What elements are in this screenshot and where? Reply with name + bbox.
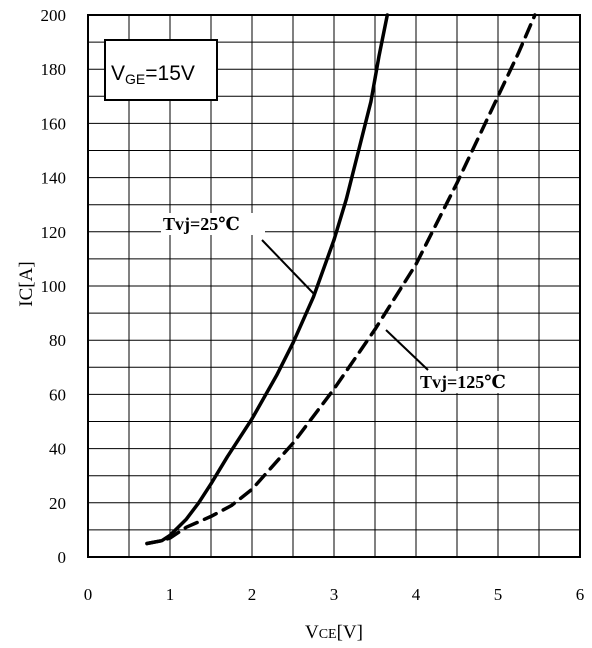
y-tick-label: 200 (41, 6, 67, 25)
series-line-tvj25 (145, 13, 390, 546)
y-tick-label: 160 (41, 114, 67, 133)
annotation-bg (418, 371, 532, 393)
y-tick-label: 60 (49, 385, 66, 404)
y-axis-label: IC[A] (16, 261, 37, 306)
x-tick-label: 5 (494, 585, 503, 604)
annotation-tvj125: Tvj=125℃ (420, 372, 506, 392)
x-tick-label: 4 (412, 585, 421, 604)
legend-frame (104, 39, 218, 101)
y-tick-label: 120 (41, 223, 67, 242)
grid-lines (88, 15, 580, 557)
y-tick-label: 140 (41, 169, 67, 188)
x-tick-label: 2 (248, 585, 257, 604)
y-tick-label: 0 (58, 548, 67, 567)
x-tick-label: 1 (166, 585, 175, 604)
x-tick-label: 6 (576, 585, 585, 604)
leader-line-tvj25 (261, 239, 316, 296)
leader-line-tvj125 (385, 329, 429, 371)
legend-label: VGE=15V (111, 62, 195, 87)
x-tick-label: 0 (84, 585, 93, 604)
y-tick-label: 20 (49, 494, 66, 513)
annotation-labels: Tvj=25℃ Tvj=125℃ (161, 213, 532, 393)
series-line-tvj125 (145, 13, 537, 546)
legend-box: VGE=15V (104, 39, 218, 101)
x-axis-label: VCE[V] (305, 622, 363, 643)
y-tick-label: 100 (41, 277, 67, 296)
annotation-leaders (261, 239, 429, 371)
y-tick-label: 180 (41, 60, 67, 79)
series-lines (145, 13, 537, 546)
y-tick-label: 40 (49, 440, 66, 459)
plot-frame (87, 14, 581, 558)
x-tick-label: 3 (330, 585, 339, 604)
y-tick-label: 80 (49, 331, 66, 350)
x-tick-labels: 0 1 2 3 4 5 6 (84, 585, 585, 604)
y-tick-labels: 0 20 40 60 80 100 120 140 160 180 200 (41, 6, 67, 567)
annotation-bg (161, 213, 265, 235)
axes (87, 14, 581, 558)
annotation-tvj25: Tvj=25℃ (163, 214, 240, 234)
